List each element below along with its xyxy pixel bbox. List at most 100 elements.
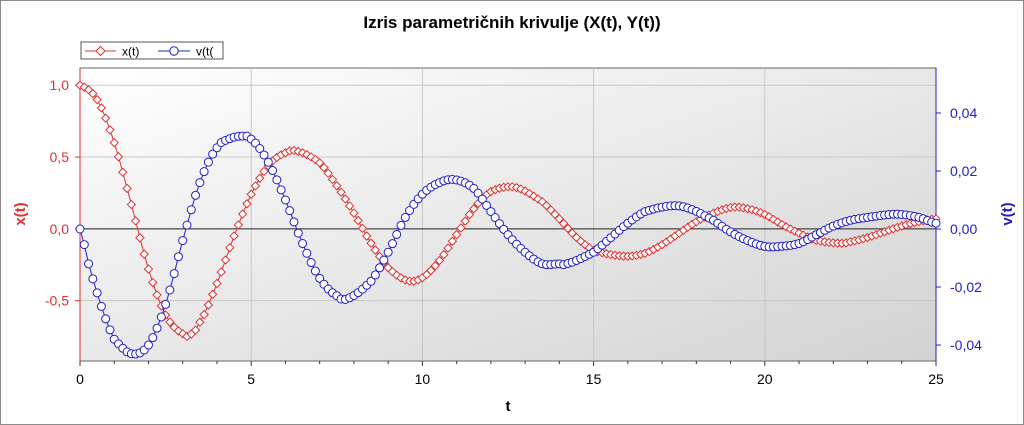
data-point-x bbox=[306, 152, 316, 162]
series-x bbox=[75, 80, 941, 342]
data-point-v bbox=[255, 144, 265, 154]
y-right-tick-label: -0,02 bbox=[950, 279, 982, 295]
data-point-x bbox=[362, 231, 372, 241]
data-point-v bbox=[263, 157, 273, 167]
data-point-v bbox=[405, 206, 415, 216]
data-point-x bbox=[781, 222, 791, 232]
x-tick-label: 20 bbox=[757, 371, 773, 387]
data-point-x bbox=[212, 278, 222, 289]
data-point-x bbox=[216, 267, 226, 277]
data-point-x bbox=[96, 103, 107, 113]
data-point-v bbox=[101, 314, 111, 324]
data-point-x bbox=[580, 240, 590, 250]
y-left-tick-label: 0,0 bbox=[50, 221, 70, 237]
data-point-x bbox=[203, 300, 214, 310]
data-point-x bbox=[426, 265, 436, 276]
data-point-x bbox=[366, 238, 376, 248]
data-point-v bbox=[268, 166, 278, 176]
data-point-x bbox=[554, 214, 565, 224]
data-point-v bbox=[473, 188, 483, 198]
data-point-x bbox=[139, 249, 149, 259]
data-point-x bbox=[790, 226, 800, 236]
data-point-x bbox=[190, 325, 201, 335]
y-right-tick-label: -0,04 bbox=[950, 337, 982, 353]
data-point-v bbox=[165, 285, 175, 295]
axes: 0 5 10 15 20 25 1,0 0,5 0,0 -0,5 0,04 0,02 0,00 -0,02… bbox=[45, 68, 982, 387]
data-point-v bbox=[379, 255, 389, 265]
data-point-v bbox=[96, 301, 106, 311]
data-point-x bbox=[113, 152, 124, 162]
y-right-tick-label: 0,00 bbox=[950, 221, 977, 237]
data-point-x bbox=[443, 243, 453, 253]
data-point-x bbox=[323, 168, 333, 179]
data-point-v bbox=[375, 263, 385, 273]
data-point-x bbox=[469, 204, 479, 214]
data-point-x bbox=[344, 201, 355, 211]
data-point-v bbox=[396, 220, 406, 230]
legend-label-v: v(t( bbox=[196, 45, 213, 59]
data-point-v bbox=[191, 190, 201, 200]
data-point-x bbox=[126, 199, 137, 210]
data-point-x bbox=[195, 317, 205, 327]
data-point-x bbox=[250, 181, 261, 191]
data-point-x bbox=[148, 277, 158, 288]
data-point-v bbox=[280, 195, 290, 205]
x-tick-label: 25 bbox=[928, 371, 944, 387]
x-axis-label: t bbox=[506, 398, 511, 415]
data-point-v bbox=[276, 185, 286, 195]
data-point-v bbox=[477, 194, 487, 204]
data-point-x bbox=[242, 199, 252, 209]
x-tick-label: 15 bbox=[586, 371, 602, 387]
legend: x(t) v(t( bbox=[80, 41, 224, 60]
data-point-v bbox=[203, 157, 213, 167]
data-point-v bbox=[400, 212, 410, 222]
data-point-x bbox=[229, 231, 239, 241]
data-point-x bbox=[92, 94, 102, 105]
data-point-v bbox=[75, 224, 85, 234]
data-point-v bbox=[482, 200, 492, 210]
data-point-v bbox=[195, 178, 205, 188]
data-point-v bbox=[169, 269, 179, 279]
data-point-v bbox=[105, 325, 115, 335]
legend-item-x: x(t) bbox=[85, 45, 139, 59]
data-point-x bbox=[314, 158, 325, 168]
data-point-x bbox=[207, 289, 218, 300]
legend-diamond-icon bbox=[95, 45, 106, 57]
data-point-x bbox=[319, 162, 329, 173]
data-point-x bbox=[118, 167, 128, 177]
data-point-x bbox=[430, 261, 440, 271]
data-point-v bbox=[84, 259, 94, 269]
data-point-v bbox=[302, 248, 312, 258]
data-point-x bbox=[233, 220, 244, 230]
legend-label-x: x(t) bbox=[122, 45, 139, 59]
data-point-v bbox=[148, 333, 158, 343]
data-point-v bbox=[315, 273, 325, 283]
data-point-x bbox=[439, 249, 449, 260]
data-point-v bbox=[285, 206, 295, 216]
data-point-v bbox=[293, 228, 303, 238]
data-point-v bbox=[173, 252, 183, 262]
data-point-x bbox=[165, 317, 175, 327]
plot-area bbox=[79, 67, 937, 362]
chart-title: Izris parametričnih krivulje (X(t), Y(t)… bbox=[363, 13, 660, 32]
data-point-x bbox=[259, 166, 269, 177]
data-point-x bbox=[225, 242, 235, 253]
data-point-x bbox=[456, 223, 466, 233]
data-point-x bbox=[370, 245, 381, 255]
data-point-v bbox=[152, 323, 162, 333]
data-point-v bbox=[490, 213, 500, 223]
data-point-v bbox=[161, 299, 171, 309]
data-point-x bbox=[357, 223, 368, 234]
legend-circle-icon bbox=[169, 46, 179, 56]
data-point-v bbox=[289, 217, 299, 227]
data-point-x bbox=[327, 174, 338, 185]
data-point-x bbox=[563, 223, 573, 234]
data-point-x bbox=[451, 229, 462, 240]
data-point-x bbox=[130, 216, 141, 226]
data-point-v bbox=[370, 270, 380, 280]
data-point-x bbox=[246, 189, 256, 200]
data-point-x bbox=[297, 148, 308, 158]
data-point-v bbox=[199, 167, 209, 177]
data-point-v bbox=[182, 220, 192, 230]
